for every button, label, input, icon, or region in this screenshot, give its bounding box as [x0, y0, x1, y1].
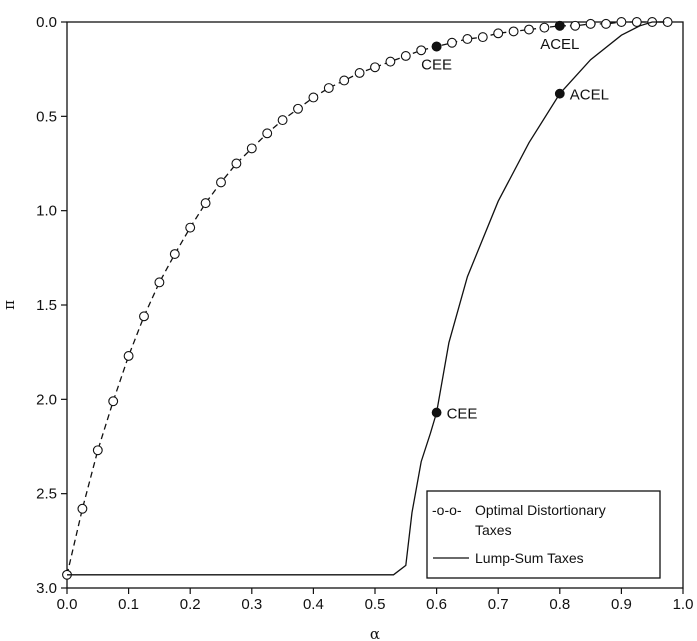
- y-axis-title: π: [0, 300, 18, 310]
- point-optimal-distortionary: [262, 128, 273, 139]
- label-cee: CEE: [447, 406, 478, 423]
- point-optimal-distortionary: [77, 503, 88, 514]
- point-optimal-distortionary: [108, 396, 119, 407]
- x-tick-label: 0.5: [365, 596, 386, 613]
- point-optimal-distortionary: [339, 75, 350, 86]
- point-optimal-distortionary: [570, 20, 581, 31]
- point-optimal-distortionary: [631, 17, 642, 27]
- label-acel: ACEL: [540, 36, 579, 53]
- point-optimal-distortionary: [477, 32, 488, 43]
- point-optimal-distortionary: [92, 445, 103, 456]
- annotation-layer: CEE ACEL ACEL CEE: [421, 20, 609, 423]
- x-tick-label: 0.0: [57, 596, 78, 613]
- point-optimal-distortionary: [616, 17, 627, 27]
- marker-acel: [554, 20, 565, 31]
- legend: -o-o- Optimal Distortionary Taxes Lump-S…: [426, 490, 661, 579]
- point-optimal-distortionary: [200, 198, 211, 209]
- x-tick-label: 0.7: [488, 596, 509, 613]
- point-optimal-distortionary: [216, 177, 226, 188]
- legend-label-lump-sum: Lump-Sum Taxes: [475, 550, 584, 566]
- series-line-optimal-distortionary: [66, 21, 668, 575]
- x-axis-ticks: 0.0 0.1 0.2 0.3 0.4 0.5 0.6 0.7 0.8 0.9 1.0: [57, 588, 694, 613]
- label-acel: ACEL: [570, 87, 609, 104]
- point-optimal-distortionary: [123, 350, 134, 361]
- point-optimal-distortionary: [385, 56, 396, 67]
- x-tick-label: 0.1: [118, 596, 139, 613]
- x-tick-label: 1.0: [673, 596, 694, 613]
- y-tick-label: 1.5: [36, 297, 57, 314]
- y-tick-label: 2.5: [36, 486, 57, 503]
- point-optimal-distortionary: [508, 26, 519, 37]
- x-tick-label: 0.8: [549, 596, 570, 613]
- point-optimal-distortionary: [662, 17, 673, 27]
- x-axis-title: α: [370, 625, 380, 641]
- x-tick-label: 0.2: [180, 596, 201, 613]
- point-optimal-distortionary: [400, 51, 411, 61]
- point-optimal-distortionary: [139, 311, 149, 322]
- legend-label-optimal-line2: Taxes: [475, 522, 512, 538]
- y-tick-label: 3.0: [36, 580, 57, 597]
- marker-cee: [431, 407, 442, 418]
- series-line-lump-sum: [67, 21, 665, 576]
- point-optimal-distortionary: [585, 18, 596, 29]
- point-optimal-distortionary: [539, 22, 550, 33]
- legend-marker-optimal: -o-o-: [432, 502, 462, 518]
- point-optimal-distortionary: [308, 92, 319, 103]
- point-optimal-distortionary: [246, 143, 257, 154]
- y-tick-label: 2.0: [36, 391, 57, 408]
- legend-box: [426, 490, 661, 579]
- point-optimal-distortionary: [370, 62, 380, 73]
- point-optimal-distortionary: [293, 103, 303, 114]
- label-cee: CEE: [421, 57, 452, 74]
- point-optimal-distortionary: [601, 18, 611, 29]
- point-optimal-distortionary: [524, 24, 534, 35]
- x-tick-label: 0.4: [303, 596, 324, 613]
- point-optimal-distortionary: [323, 83, 334, 93]
- point-optimal-distortionary: [416, 45, 427, 56]
- legend-label-optimal-line1: Optimal Distortionary: [475, 502, 606, 518]
- y-tick-label: 1.0: [36, 203, 57, 220]
- point-optimal-distortionary: [493, 28, 504, 39]
- marker-cee: [431, 41, 442, 52]
- point-optimal-distortionary: [354, 67, 365, 78]
- x-tick-label: 0.6: [426, 596, 447, 613]
- point-optimal-distortionary: [277, 115, 288, 126]
- y-axis-ticks: 0.0 0.5 1.0 1.5 2.0 2.5 3.0: [36, 14, 67, 597]
- y-tick-label: 0.5: [36, 108, 57, 125]
- series-layer: [62, 17, 673, 580]
- point-optimal-distortionary: [185, 222, 196, 233]
- point-optimal-distortionary: [447, 37, 457, 48]
- y-tick-label: 0.0: [36, 14, 57, 31]
- point-optimal-distortionary: [231, 158, 242, 169]
- x-tick-label: 0.3: [241, 596, 262, 613]
- marker-acel: [554, 88, 565, 99]
- point-optimal-distortionary: [462, 34, 473, 44]
- point-optimal-distortionary: [154, 277, 165, 288]
- x-tick-label: 0.9: [611, 596, 632, 613]
- point-optimal-distortionary: [169, 249, 180, 260]
